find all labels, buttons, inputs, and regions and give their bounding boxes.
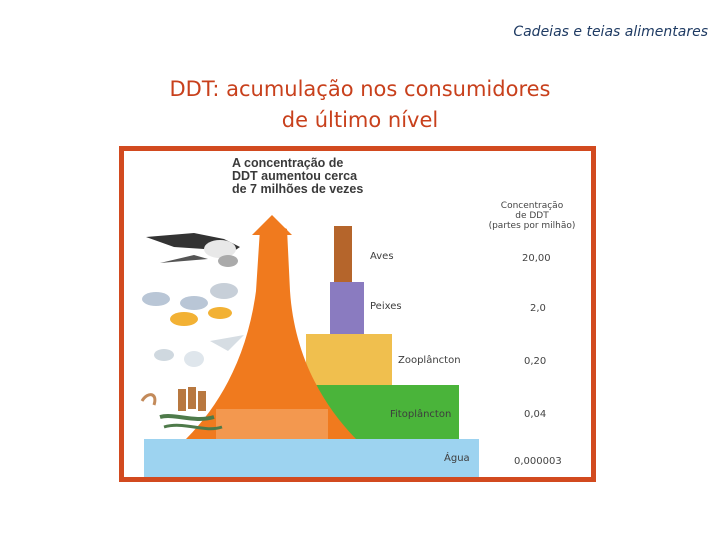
value-phytoplankton: 0,04 — [524, 409, 547, 420]
fish-layer — [330, 282, 364, 334]
pyramid-graphic — [140, 215, 479, 477]
headline-line-3: de 7 milhões de vezes — [232, 182, 364, 196]
slide-title: DDT: acumulação nos consumidores de últi… — [0, 74, 720, 136]
arrow-head — [252, 215, 292, 235]
level-label-birds: Aves — [370, 251, 394, 262]
level-label-zooplankton: Zooplâncton — [398, 355, 461, 366]
level-label-phytoplankton: Fitoplâncton — [390, 409, 452, 420]
phytoplankton-illustration — [140, 387, 223, 431]
value-water: 0,000003 — [514, 456, 562, 467]
title-line-2: de último nível — [281, 108, 439, 132]
title-line-1: DDT: acumulação nos consumidores — [169, 77, 551, 101]
fish-illustration — [142, 283, 238, 326]
ddt-pyramid-figure: A concentração de DDT aumentou cerca de … — [119, 146, 596, 482]
value-fish: 2,0 — [530, 303, 546, 314]
headline-line-1: A concentração de — [232, 156, 344, 170]
value-zooplankton: 0,20 — [524, 356, 547, 367]
bird-illustration — [146, 233, 240, 267]
zooplankton-illustration — [154, 335, 244, 367]
concentration-column-header: Concentração de DDT (partes por milhão) — [488, 201, 576, 231]
level-label-fish: Peixes — [370, 301, 402, 312]
concentration-arrow — [186, 223, 356, 439]
headline-line-2: DDT aumentou cerca — [232, 169, 358, 183]
value-birds: 20,00 — [522, 253, 551, 264]
slide-header: Cadeias e teias alimentares — [513, 24, 708, 40]
water-layer — [144, 439, 479, 477]
birds-layer — [334, 226, 352, 282]
zooplankton-layer — [306, 334, 392, 385]
level-label-water: Água — [444, 453, 470, 464]
ddt-headline: A concentração de DDT aumentou cerca de … — [232, 157, 363, 196]
